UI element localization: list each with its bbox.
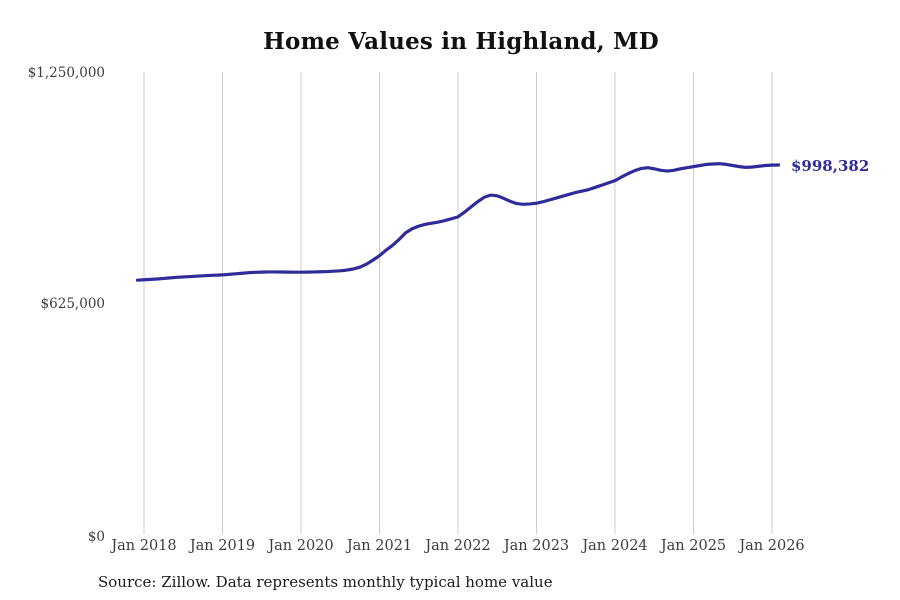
x-axis-tick-label: Jan 2019	[189, 538, 256, 554]
value-line	[135, 162, 781, 282]
x-axis-tick-label: Jan 2021	[346, 538, 413, 554]
x-axis-tick-label: Jan 2018	[111, 538, 177, 554]
y-axis-tick-label: $625,000	[40, 296, 105, 312]
y-axis-tick-label: $0	[87, 529, 105, 545]
gridlines	[143, 72, 773, 534]
y-axis-tick-label: $1,250,000	[27, 65, 105, 81]
latest-value-label: $998,382	[791, 156, 870, 175]
x-axis-tick-label: Jan 2025	[660, 538, 727, 554]
x-axis-tick-label: Jan 2023	[503, 538, 570, 554]
chart-title: Home Values in Highland, MD	[263, 28, 659, 55]
source-note: Source: Zillow. Data represents monthly …	[98, 573, 553, 591]
x-axis-tick-label: Jan 2022	[425, 538, 491, 554]
x-axis-tick-label: Jan 2026	[739, 538, 805, 554]
x-axis-tick-label: Jan 2020	[268, 538, 334, 554]
x-axis-tick-label: Jan 2024	[582, 538, 648, 554]
